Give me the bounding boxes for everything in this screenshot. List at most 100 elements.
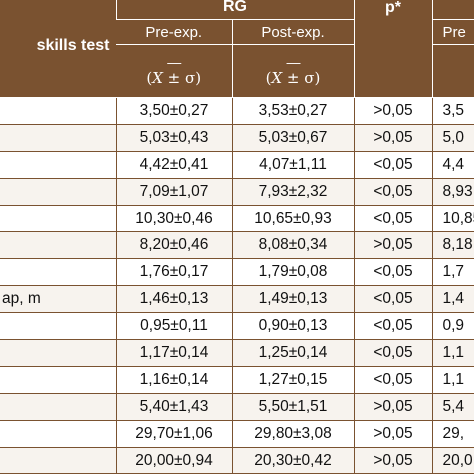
table-row: 3,50±0,27 3,53±0,27 >0,05 3,5 bbox=[0, 97, 474, 125]
rg-pre-value: 20,00±0,94 bbox=[115, 447, 232, 474]
mean-symbol: (𝑋 ± σ) bbox=[265, 68, 321, 87]
p-value: <0,05 bbox=[353, 339, 432, 367]
rg-pre-value: 1,16±0,14 bbox=[115, 366, 232, 394]
table-row: 1,76±0,17 1,79±0,08 <0,05 1,7 bbox=[0, 258, 474, 287]
rg-post-value: 20,30±0,42 bbox=[231, 447, 354, 474]
rg-pre-header: Pre-exp. bbox=[116, 19, 232, 45]
table-body: 3,50±0,27 3,53±0,27 >0,05 3,5 5,03±0,43 5,03±… bbox=[0, 97, 474, 474]
right-pre-value: 4,4 bbox=[431, 151, 474, 179]
p-value: <0,05 bbox=[353, 151, 432, 179]
rg-group-header: RG bbox=[115, 0, 354, 20]
right-group-header bbox=[431, 0, 474, 20]
row-label bbox=[0, 151, 116, 179]
table-row: 5,03±0,43 5,03±0,67 >0,05 5,0 bbox=[0, 124, 474, 152]
table-header: skills test RG p* Pre-exp. Post-exp. Pre… bbox=[0, 0, 474, 98]
p-value: <0,05 bbox=[353, 312, 432, 341]
table-row: 0,95±0,11 0,90±0,13 <0,05 0,9 bbox=[0, 312, 474, 341]
rg-post-value: 4,07±1,11 bbox=[231, 151, 354, 179]
p-value: <0,05 bbox=[353, 205, 432, 233]
table-row: 29,70±1,06 29,80±3,08 >0,05 29, bbox=[0, 420, 474, 448]
rg-post-value: 7,93±2,32 bbox=[231, 178, 354, 206]
rg-pre-value: 0,95±0,11 bbox=[115, 312, 232, 341]
rg-pre-mean-label: — (𝑋 ± σ) bbox=[116, 44, 232, 98]
rg-post-value: 1,49±0,13 bbox=[231, 285, 354, 314]
p-value: >0,05 bbox=[353, 231, 432, 260]
table-row: 20,00±0,94 20,30±0,42 >0,05 20,0 bbox=[0, 447, 474, 474]
p-value: >0,05 bbox=[353, 97, 432, 125]
rg-post-header: Post-exp. bbox=[231, 19, 354, 45]
rg-post-value: 3,53±0,27 bbox=[231, 97, 354, 125]
p-value: <0,05 bbox=[353, 258, 432, 287]
row-label bbox=[0, 366, 116, 394]
rg-pre-value: 3,50±0,27 bbox=[115, 97, 232, 125]
row-label bbox=[0, 205, 116, 233]
right-pre-value: 8,18 bbox=[431, 231, 474, 260]
p-value: >0,05 bbox=[353, 420, 432, 448]
p-value: >0,05 bbox=[353, 447, 432, 474]
right-mean-label bbox=[431, 44, 474, 98]
right-pre-value: 1,4 bbox=[431, 285, 474, 314]
rg-post-value: 1,27±0,15 bbox=[231, 366, 354, 394]
row-label bbox=[0, 447, 116, 474]
p-value-header: p* bbox=[353, 0, 432, 98]
mean-bar: — bbox=[167, 53, 181, 70]
rg-post-value: 0,90±0,13 bbox=[231, 312, 354, 341]
row-label: ap, m bbox=[0, 285, 116, 314]
table-row: 8,20±0,46 8,08±0,34 >0,05 8,18 bbox=[0, 231, 474, 260]
rg-post-value: 1,79±0,08 bbox=[231, 258, 354, 287]
p-value: <0,05 bbox=[353, 366, 432, 394]
right-pre-value: 1,1 bbox=[431, 339, 474, 367]
mean-symbol: (𝑋 ± σ) bbox=[146, 68, 202, 87]
rg-pre-value: 1,46±0,13 bbox=[115, 285, 232, 314]
table-row: 1,16±0,14 1,27±0,15 <0,05 1,1 bbox=[0, 366, 474, 394]
row-label bbox=[0, 258, 116, 287]
row-label bbox=[0, 124, 116, 152]
mean-bar: — bbox=[286, 53, 300, 70]
table-row: 1,17±0,14 1,25±0,14 <0,05 1,1 bbox=[0, 339, 474, 367]
rg-post-value: 8,08±0,34 bbox=[231, 231, 354, 260]
p-value: <0,05 bbox=[353, 178, 432, 206]
row-label bbox=[0, 178, 116, 206]
right-pre-value: 0,9 bbox=[431, 312, 474, 341]
rg-pre-value: 1,76±0,17 bbox=[115, 258, 232, 287]
rg-pre-value: 10,30±0,46 bbox=[115, 205, 232, 233]
p-value: >0,05 bbox=[353, 124, 432, 152]
rg-pre-value: 5,03±0,43 bbox=[115, 124, 232, 152]
table-row: 7,09±1,07 7,93±2,32 <0,05 8,93 bbox=[0, 178, 474, 206]
p-value: >0,05 bbox=[353, 393, 432, 421]
right-pre-value: 5,0 bbox=[431, 124, 474, 152]
rg-pre-value: 7,09±1,07 bbox=[115, 178, 232, 206]
right-pre-value: 1,7 bbox=[431, 258, 474, 287]
rg-pre-value: 8,20±0,46 bbox=[115, 231, 232, 260]
right-pre-value: 1,1 bbox=[431, 366, 474, 394]
row-label-header: skills test bbox=[0, 0, 116, 98]
row-label bbox=[0, 312, 116, 341]
rg-pre-value: 29,70±1,06 bbox=[115, 420, 232, 448]
row-label-header-text: skills test bbox=[36, 37, 110, 54]
rg-post-value: 10,65±0,93 bbox=[231, 205, 354, 233]
row-label bbox=[0, 97, 116, 125]
right-pre-value: 29, bbox=[431, 420, 474, 448]
table-row: 4,42±0,41 4,07±1,11 <0,05 4,4 bbox=[0, 151, 474, 179]
p-value: <0,05 bbox=[353, 285, 432, 314]
rg-post-value: 5,50±1,51 bbox=[231, 393, 354, 421]
rg-post-value: 1,25±0,14 bbox=[231, 339, 354, 367]
rg-pre-value: 4,42±0,41 bbox=[115, 151, 232, 179]
right-pre-value: 3,5 bbox=[431, 97, 474, 125]
rg-post-value: 5,03±0,67 bbox=[231, 124, 354, 152]
table-row: 5,40±1,43 5,50±1,51 >0,05 5,4 bbox=[0, 393, 474, 421]
table-row: ap, m 1,46±0,13 1,49±0,13 <0,05 1,4 bbox=[0, 285, 474, 314]
row-label bbox=[0, 231, 116, 260]
right-pre-value: 5,4 bbox=[431, 393, 474, 421]
row-label bbox=[0, 420, 116, 448]
row-label bbox=[0, 339, 116, 367]
rg-post-value: 29,80±3,08 bbox=[231, 420, 354, 448]
right-pre-value: 8,93 bbox=[431, 178, 474, 206]
rg-pre-value: 5,40±1,43 bbox=[115, 393, 232, 421]
rg-post-mean-label: — (𝑋 ± σ) bbox=[231, 44, 354, 98]
row-label bbox=[0, 393, 116, 421]
rg-pre-value: 1,17±0,14 bbox=[115, 339, 232, 367]
